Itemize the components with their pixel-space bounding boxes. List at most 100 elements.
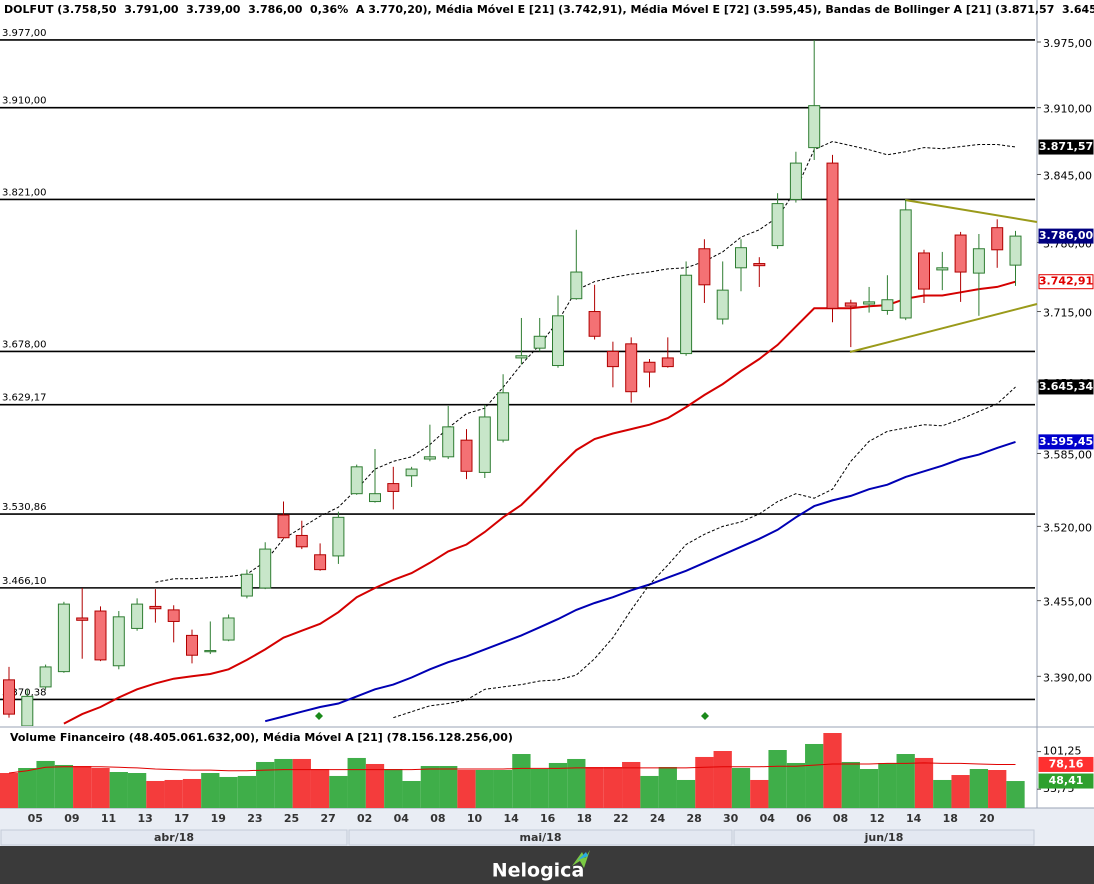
volume-bar: [896, 754, 915, 808]
y-tick-label: 3.910,00: [1043, 103, 1092, 116]
y-tick-label: 3.520,00: [1043, 521, 1092, 534]
volume-bar: [292, 758, 311, 808]
candle-body: [442, 426, 455, 458]
candle-body: [167, 609, 180, 622]
volume-bar: [768, 750, 787, 808]
candle-body: [918, 252, 930, 290]
volume-bar: [567, 758, 586, 808]
candle-body: [1009, 235, 1022, 266]
x-tick-label: 11: [101, 812, 116, 825]
candle-body: [405, 468, 418, 477]
volume-bar: [365, 763, 385, 808]
volume-moving-average: [8, 762, 1016, 774]
candle-body: [332, 516, 345, 557]
x-tick-label: 23: [247, 812, 262, 825]
month-cell: [348, 829, 733, 846]
candle-body: [552, 315, 564, 367]
price-level-label: 3.977,00: [2, 28, 47, 39]
volume-bar: [347, 757, 366, 808]
price-level-label: 3.466,10: [2, 576, 47, 587]
volume-bar: [201, 773, 220, 808]
volume-bar: [439, 765, 458, 808]
candle-body: [625, 343, 638, 393]
x-tick-label: 14: [503, 812, 519, 825]
price-level-label: 3.530,86: [2, 502, 47, 513]
x-tick-label: 04: [394, 812, 410, 825]
brand-logo: [572, 850, 590, 868]
price-tag: [1038, 434, 1094, 450]
candle-body: [369, 493, 381, 503]
volume-bar: [219, 776, 238, 808]
volume-bar: [127, 773, 147, 808]
price-level-label: 3.678,00: [2, 339, 47, 350]
month-label: mai/18: [520, 831, 562, 844]
volume-bar: [640, 775, 659, 808]
candle-body: [460, 439, 473, 472]
volume-y-tick-label: 101,25: [1043, 745, 1082, 758]
candle-body: [295, 534, 308, 548]
x-tick-label: 12: [869, 812, 884, 825]
candle-body: [826, 162, 839, 309]
volume-bar: [73, 765, 92, 808]
candle-body: [698, 248, 711, 286]
volume-bar: [805, 743, 824, 808]
volume-bar: [658, 766, 677, 808]
candle-body: [39, 666, 52, 688]
volume-bar: [402, 780, 421, 808]
y-tick-label: 3.455,00: [1043, 596, 1092, 609]
x-tick-label: 20: [979, 812, 995, 825]
volume-bar: [585, 766, 604, 808]
month-label: abr/18: [154, 831, 194, 844]
candle-body: [588, 311, 601, 337]
candle-body: [186, 634, 198, 656]
volume-bar: [914, 757, 934, 808]
candle-body: [899, 209, 912, 319]
x-tick-label: 22: [613, 812, 628, 825]
volume-bar: [54, 764, 74, 808]
x-tick-label: 10: [467, 812, 483, 825]
candle-body: [57, 603, 70, 673]
y-tick-label: 3.715,00: [1043, 307, 1092, 320]
x-tick-label: 14: [906, 812, 922, 825]
candle-body: [771, 203, 784, 247]
volume-bar: [237, 775, 257, 808]
candle-body: [314, 554, 327, 571]
x-tick-label: 16: [540, 812, 556, 825]
y-tick-label: 3.585,00: [1043, 448, 1092, 461]
volume-title: Volume Financeiro (48.405.061.632,00), M…: [10, 731, 513, 744]
candle-body: [606, 350, 619, 368]
x-tick-label: 02: [357, 812, 372, 825]
volume-bar: [548, 762, 568, 808]
candle-body: [497, 392, 510, 441]
candle-body: [478, 416, 491, 473]
y-tick-label: 3.845,00: [1043, 169, 1092, 182]
volume-bar: [841, 761, 860, 808]
price-tag: [1038, 139, 1094, 155]
volume-bar: [622, 761, 641, 808]
chart-title: DOLFUT (3.758,50 3.791,00 3.739,00 3.786…: [4, 3, 1094, 16]
volume-bar: [164, 779, 183, 808]
volume-bar: [0, 773, 19, 808]
candle-body: [21, 695, 34, 726]
month-label: jun/18: [864, 831, 904, 844]
volume-bar: [750, 779, 769, 808]
candle-body: [387, 483, 400, 492]
candle-body: [844, 302, 857, 307]
price-tag: [1038, 228, 1094, 244]
x-tick-label: 28: [686, 812, 701, 825]
volume-bar: [146, 780, 165, 808]
trendline: [849, 303, 1038, 353]
brand-logo: [578, 852, 588, 860]
candle-body: [149, 605, 162, 610]
volume-bar: [109, 772, 128, 808]
signal-marker: [701, 712, 709, 720]
price-tag: [1038, 756, 1094, 772]
candle-body: [863, 301, 876, 305]
price-tag: [1038, 773, 1094, 789]
candle-body: [643, 361, 656, 373]
volume-bar: [951, 775, 970, 808]
volume-bar: [530, 769, 549, 808]
volume-bar: [988, 770, 1007, 808]
